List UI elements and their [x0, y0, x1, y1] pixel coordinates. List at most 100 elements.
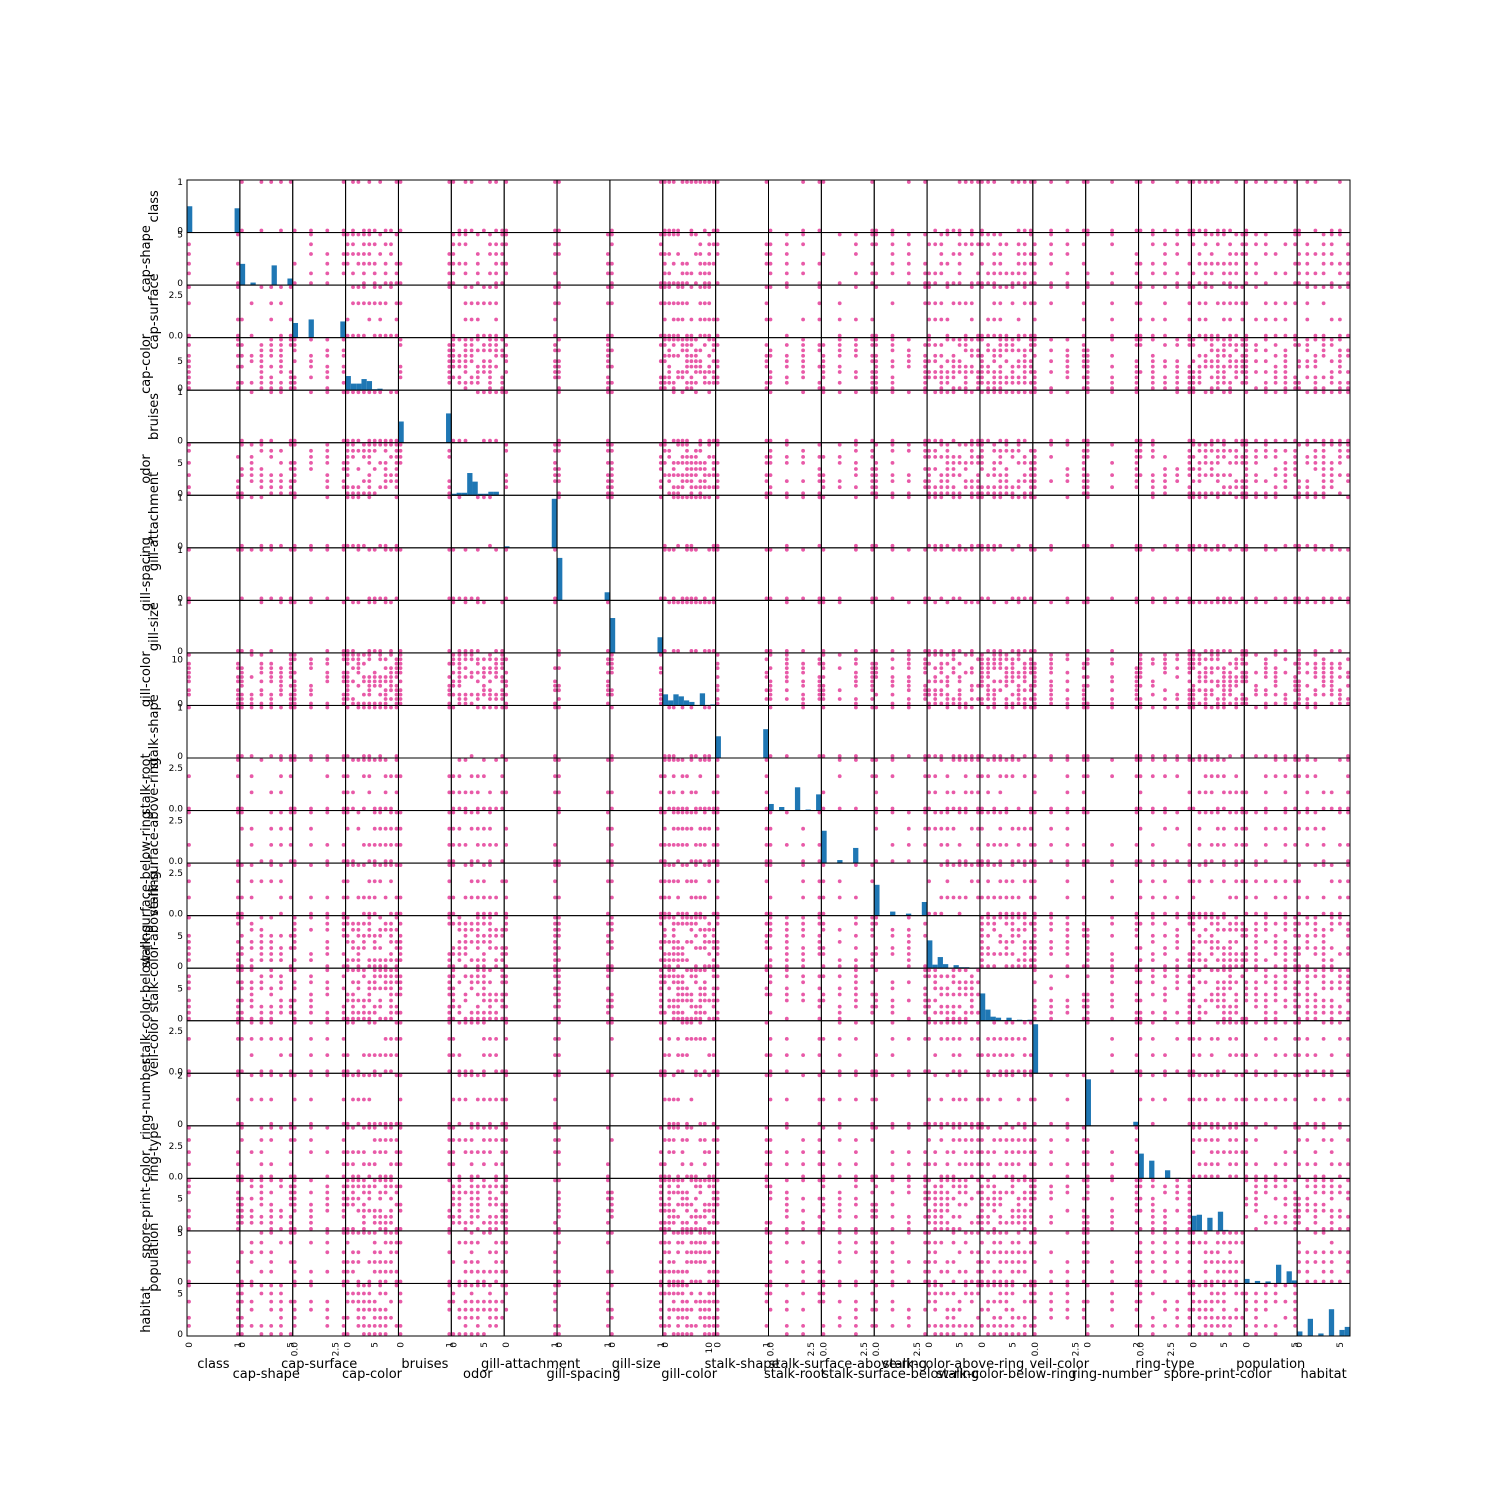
cell-gill-color-vs-bruises: [397, 652, 452, 706]
scatter-point: [1065, 774, 1070, 779]
scatter-point: [1346, 859, 1350, 863]
hist-bar: [504, 546, 510, 548]
scatter-point: [279, 843, 283, 847]
scatter-point: [1222, 774, 1226, 779]
cell-odor-vs-stalk-shape: [715, 442, 770, 496]
scatter-point: [801, 683, 805, 688]
scatter-point: [662, 547, 667, 552]
scatter-point: [969, 697, 974, 701]
scatter-point: [367, 390, 372, 395]
scatter-point: [1244, 467, 1249, 471]
scatter-point: [383, 228, 388, 233]
scatter-point: [1209, 600, 1214, 605]
scatter-point: [764, 252, 769, 256]
scatter-point: [1016, 843, 1021, 847]
scatter-point: [447, 683, 452, 688]
scatter-point: [325, 657, 330, 662]
scatter-point: [1028, 688, 1033, 693]
scatter-point: [1234, 359, 1239, 364]
scatter-point: [1175, 375, 1180, 380]
scatter-point: [986, 670, 990, 675]
cell-stalk-shape-vs-stalk-surface-below-ring: [873, 704, 928, 759]
scatter-point: [1346, 806, 1350, 811]
cell-frame: [1085, 232, 1140, 286]
scatter-point: [469, 859, 474, 863]
scatter-point: [309, 543, 313, 548]
scatter-point: [685, 810, 689, 815]
scatter-point: [1028, 343, 1033, 347]
scatter-point: [279, 895, 283, 900]
cell-frame: [1085, 389, 1140, 444]
scatter-point: [676, 473, 680, 477]
scatter-point: [504, 843, 509, 847]
scatter-point: [945, 653, 950, 657]
scatter-point: [1273, 679, 1278, 684]
scatter-point: [1134, 252, 1139, 256]
scatter-point: [1187, 438, 1192, 443]
scatter-point: [1028, 810, 1033, 815]
scatter-point: [939, 543, 944, 548]
cell-class-vs-cap-shape: [239, 179, 294, 234]
scatter-point: [1028, 337, 1033, 342]
cell-odor-vs-stalk-surface-above-ring: [820, 442, 875, 496]
scatter-point: [469, 754, 474, 758]
scatter-point: [801, 479, 805, 483]
cell-frame: [1243, 757, 1298, 812]
scatter-point: [969, 285, 974, 289]
scatter-point: [362, 242, 366, 247]
scatter-point: [1313, 252, 1318, 256]
scatter-point: [236, 859, 240, 863]
scatter-point: [1032, 301, 1037, 306]
scatter-point: [451, 252, 456, 256]
cell-bruises-vs-spore-print-color: [1190, 389, 1245, 444]
scatter-point: [685, 301, 689, 306]
cell-frame: [1190, 599, 1245, 654]
scatter-point: [606, 285, 610, 289]
scatter-point: [1187, 491, 1192, 496]
cell-gill-color-vs-class: [186, 652, 241, 706]
scatter-point: [309, 359, 313, 364]
scatter-point: [784, 843, 789, 847]
scatter-point: [187, 370, 191, 374]
scatter-point: [187, 252, 191, 256]
scatter-point: [504, 442, 509, 447]
scatter-point: [606, 364, 610, 369]
cell-frame: [503, 652, 558, 706]
scatter-point: [939, 666, 944, 670]
scatter-point: [1032, 242, 1037, 247]
scatter-point: [1263, 806, 1268, 811]
scatter-point: [351, 679, 355, 684]
scatter-point: [341, 790, 346, 795]
scatter-point: [1163, 343, 1167, 347]
scatter-point: [764, 301, 769, 306]
cell-gill-spacing-vs-class: [186, 547, 241, 601]
scatter-point: [1134, 705, 1139, 710]
cell-stalk-surface-above-ring-vs-stalk-color-below-ring: [979, 810, 1034, 864]
scatter-point: [969, 705, 974, 710]
scatter-point: [1283, 485, 1288, 490]
scatter-point: [187, 359, 191, 364]
cell-stalk-surface-below-ring-vs-cap-color: [345, 862, 399, 917]
scatter-point: [671, 774, 676, 779]
scatter-point: [1150, 479, 1155, 483]
scatter-point: [1163, 285, 1167, 289]
scatter-point: [309, 758, 313, 762]
scatter-point: [671, 473, 676, 477]
scatter-point: [689, 333, 694, 338]
scatter-point: [1065, 442, 1070, 447]
scatter-point: [482, 333, 486, 338]
cell-frame: [556, 547, 611, 601]
scatter-point: [1110, 386, 1114, 391]
scatter-point: [1187, 473, 1192, 477]
scatter-point: [475, 600, 480, 605]
scatter-point: [394, 448, 399, 453]
scatter-point: [784, 375, 789, 380]
scatter-point: [676, 370, 680, 374]
scatter-point: [1010, 364, 1015, 369]
scatter-point: [288, 317, 293, 322]
scatter-point: [1016, 252, 1021, 256]
cell-frame: [556, 599, 611, 654]
scatter-point: [345, 826, 350, 831]
scatter-point: [870, 261, 875, 266]
scatter-point: [874, 495, 879, 500]
